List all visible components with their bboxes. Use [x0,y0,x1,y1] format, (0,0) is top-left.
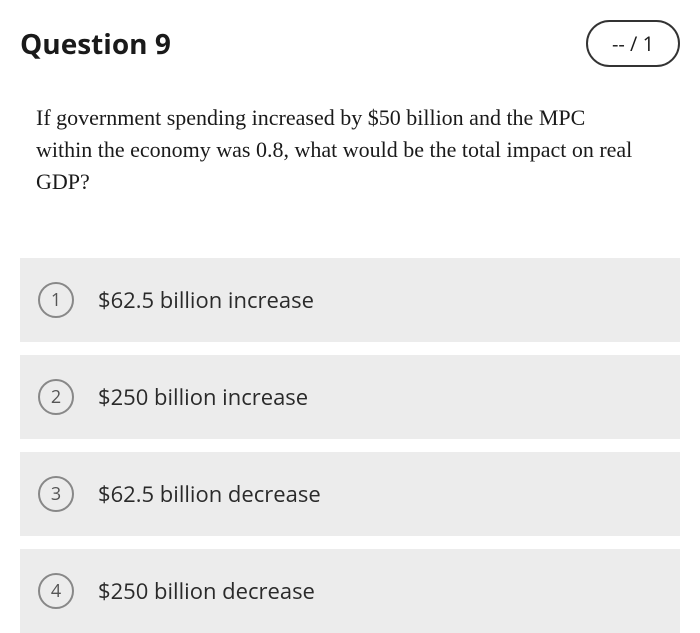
option-text: $250 billion increase [98,382,308,412]
option-2[interactable]: 2 $250 billion increase [20,355,680,439]
option-1[interactable]: 1 $62.5 billion increase [20,258,680,342]
option-number-badge: 2 [38,379,74,415]
option-text: $62.5 billion decrease [98,479,321,509]
score-badge: -- / 1 [586,20,680,67]
option-number-badge: 1 [38,282,74,318]
option-text: $250 billion decrease [98,576,315,606]
options-list: 1 $62.5 billion increase 2 $250 billion … [20,258,680,633]
question-text: If government spending increased by $50 … [36,102,640,198]
question-title: Question 9 [20,25,171,63]
option-3[interactable]: 3 $62.5 billion decrease [20,452,680,536]
option-text: $62.5 billion increase [98,285,314,315]
option-4[interactable]: 4 $250 billion decrease [20,549,680,633]
question-header: Question 9 -- / 1 [20,20,680,67]
option-number-badge: 4 [38,573,74,609]
option-number-badge: 3 [38,476,74,512]
